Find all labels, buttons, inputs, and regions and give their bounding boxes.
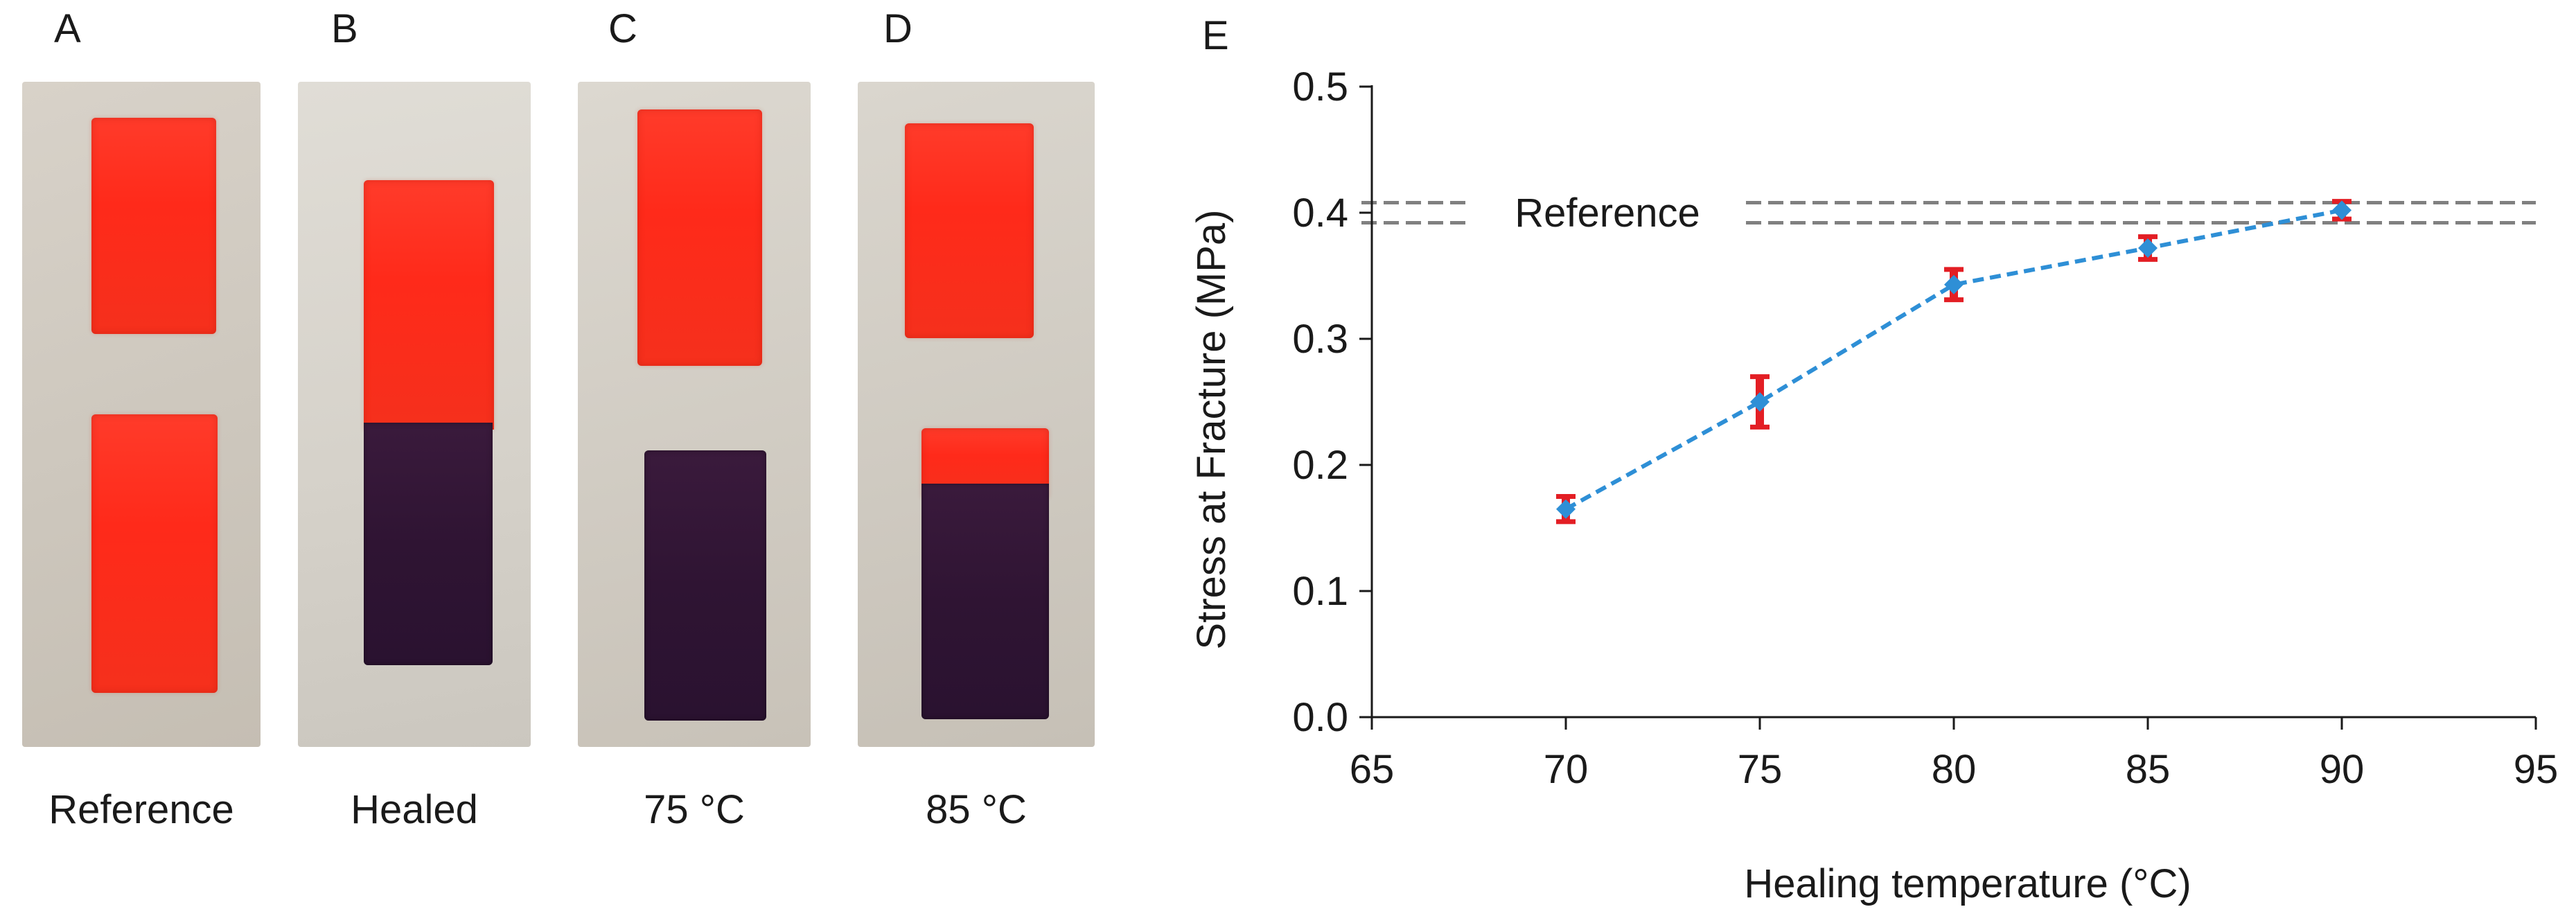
photo-85c <box>858 82 1095 747</box>
stress-chart: Reference 0.0 0.1 0.2 0.3 0.4 0.5 65 70 75 80 85 90… <box>1189 64 2559 906</box>
x-axis-label: Healing temperature (°C) <box>1744 861 2191 906</box>
y-tick-label: 0.4 <box>1292 191 1348 236</box>
panel-label-e: E <box>1202 13 1229 58</box>
photo-75c <box>578 82 811 747</box>
panel-label-d: D <box>883 6 912 51</box>
reference-strip-bottom <box>91 414 218 693</box>
panel-label-a: A <box>54 6 81 51</box>
healed-strip-dark-part <box>364 423 493 665</box>
x-tick-label: 90 <box>2320 747 2365 792</box>
y-tick-label: 0.2 <box>1292 443 1348 488</box>
x-tick-label: 65 <box>1350 747 1395 792</box>
caption-75c: 75 °C <box>644 787 745 832</box>
data-point <box>1556 499 1576 519</box>
data-point <box>2332 200 2352 220</box>
x-tick-label: 70 <box>1544 747 1589 792</box>
caption-reference: Reference <box>48 787 234 832</box>
75c-strip-top <box>637 109 762 366</box>
data-point <box>2138 238 2158 258</box>
data-point <box>1944 274 1964 294</box>
y-axis-label: Stress at Fracture (MPa) <box>1189 210 1234 650</box>
photo-reference <box>22 82 261 747</box>
caption-healed: Healed <box>351 787 478 832</box>
x-tick-label: 75 <box>1738 747 1783 792</box>
x-tick-label: 95 <box>2514 747 2559 792</box>
reference-label: Reference <box>1515 191 1700 236</box>
panel-label-c: C <box>608 6 637 51</box>
x-tick-label: 80 <box>1932 747 1977 792</box>
data-point <box>1750 392 1770 412</box>
caption-85c: 85 °C <box>926 787 1027 832</box>
series-line <box>1564 208 2343 511</box>
y-tick-label: 0.5 <box>1292 64 1348 109</box>
y-tick-label: 0.1 <box>1292 569 1348 614</box>
85c-strip-bottom-dark-part <box>921 484 1049 719</box>
photo-healed <box>298 82 531 747</box>
reference-strip-top <box>91 118 216 334</box>
panel-label-b: B <box>331 6 358 51</box>
y-tick-label: 0.0 <box>1292 695 1348 740</box>
85c-strip-top <box>905 123 1034 338</box>
x-tick-label: 85 <box>2126 747 2171 792</box>
healed-strip-red-part <box>364 180 494 430</box>
75c-strip-bottom <box>644 450 766 721</box>
y-tick-label: 0.3 <box>1292 317 1348 362</box>
